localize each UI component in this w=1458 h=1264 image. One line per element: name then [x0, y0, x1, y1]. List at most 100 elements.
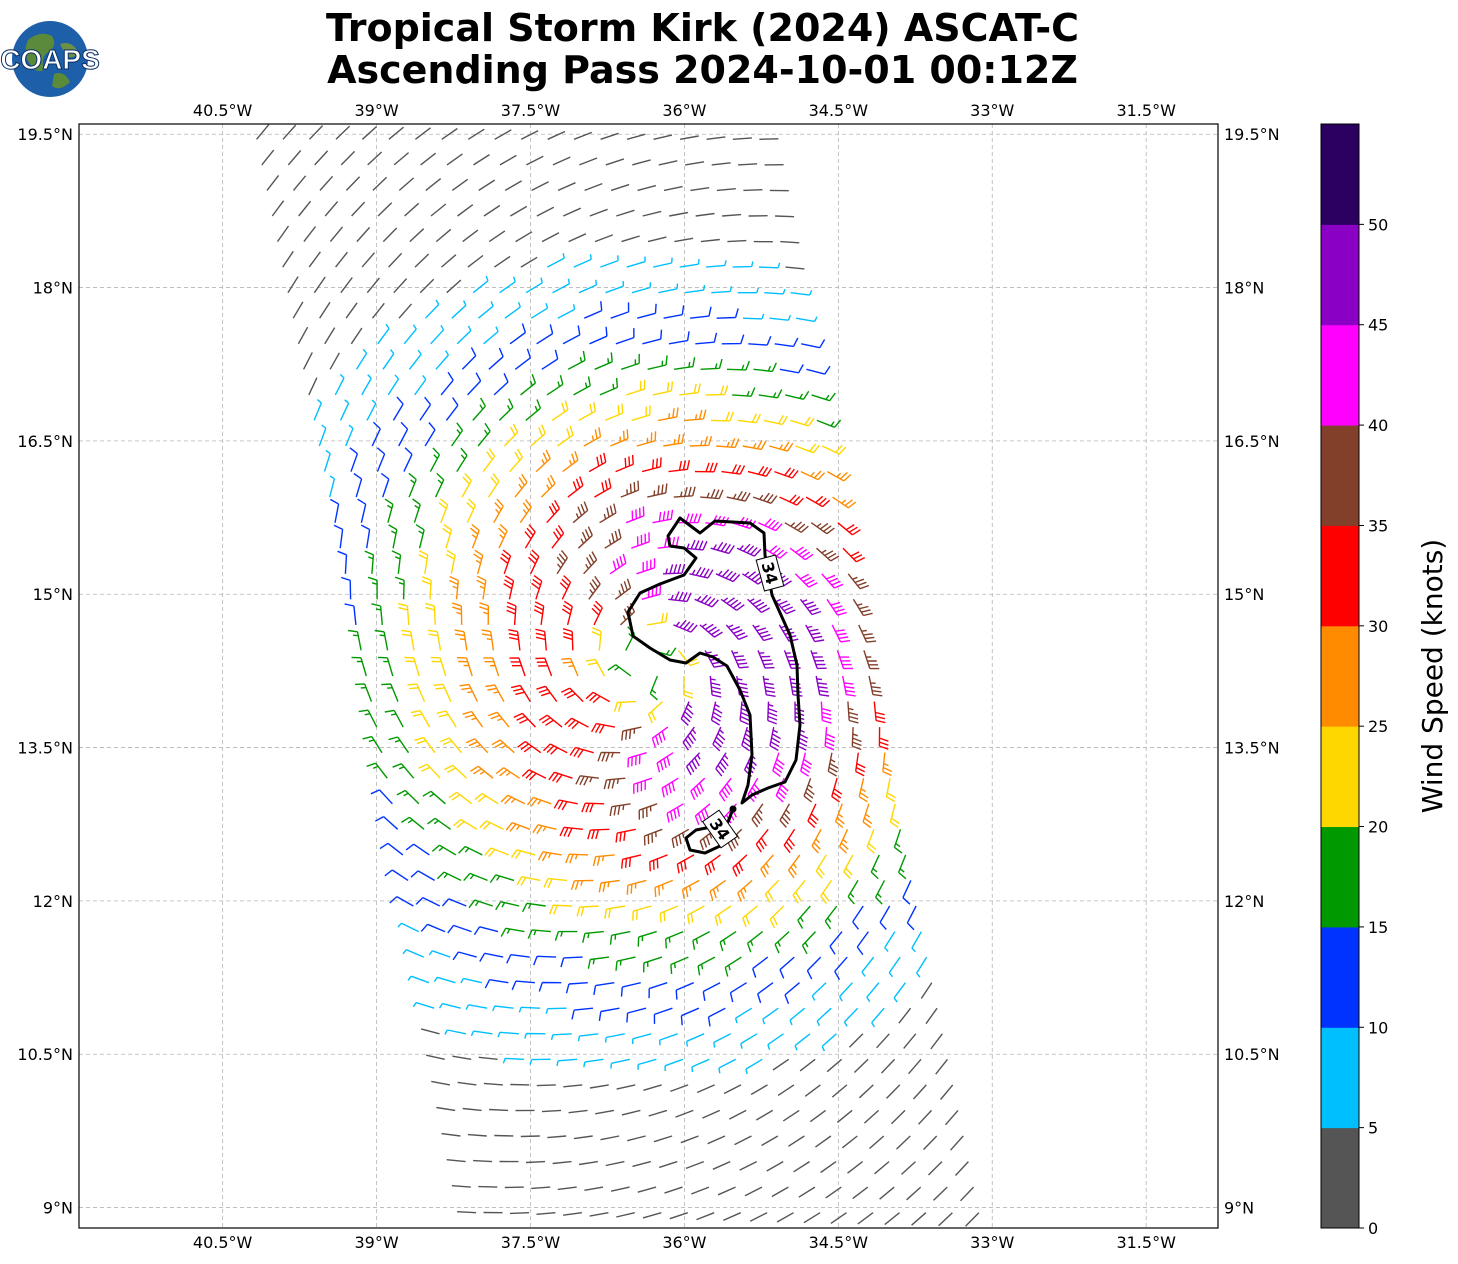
wind-barb [647, 483, 668, 498]
wind-barb [344, 603, 357, 625]
wind-barb [394, 576, 405, 600]
wind-barb [726, 360, 750, 371]
wind-barb [282, 250, 294, 268]
wind-barb [469, 765, 494, 779]
wind-barb [459, 683, 479, 702]
wind-barb [339, 399, 350, 421]
wind-barb [695, 332, 718, 345]
wind-barb [805, 495, 831, 508]
wind-barb [711, 162, 731, 166]
wind-barb [465, 738, 489, 754]
wind-barb [652, 381, 674, 396]
colorbar-segment [1321, 425, 1359, 526]
wind-barb [548, 771, 573, 783]
wind-barb [420, 1028, 440, 1035]
wind-barb [680, 701, 694, 726]
wind-barb [715, 569, 741, 583]
wind-barb [804, 1084, 821, 1097]
wind-barb [870, 854, 880, 880]
wind-barb [569, 107, 587, 114]
wind-barb [356, 226, 371, 243]
wind-barb [426, 1054, 445, 1060]
wind-barb [767, 1033, 784, 1050]
wind-barb [925, 1007, 938, 1025]
wind-barb [729, 982, 747, 1003]
wind-barb [843, 854, 854, 879]
wind-barb [536, 206, 555, 217]
wind-barb [518, 1006, 541, 1013]
colorbar-frame [1320, 123, 1360, 1229]
wind-barb [526, 796, 552, 807]
wind-barb [430, 656, 447, 677]
wind-barb [621, 235, 640, 243]
wind-barb [752, 492, 778, 504]
wind-barb [670, 956, 689, 974]
wind-barb [573, 1135, 593, 1140]
wind-barb [764, 879, 780, 903]
wind-barb [852, 1186, 869, 1200]
wind-barb [436, 871, 462, 882]
wind-barb [896, 1135, 911, 1150]
wind-barb [916, 956, 928, 978]
wind-barb [456, 325, 472, 345]
wind-barb [940, 1084, 954, 1100]
wind-barb [805, 624, 825, 643]
wind-barb [367, 151, 383, 166]
wind-barb [843, 1007, 859, 1027]
wind-barb [371, 302, 385, 319]
wind-barb [671, 828, 690, 849]
wind-barb [847, 1161, 864, 1174]
wind-barb [479, 820, 504, 830]
wind-barb [903, 1033, 917, 1049]
wind-barb [597, 751, 621, 762]
colorbar-tick-label: 25 [1368, 717, 1388, 736]
wind-barb [732, 387, 756, 397]
wind-barb [632, 1033, 652, 1045]
colorbar-segment [1321, 324, 1359, 426]
wind-barb [598, 879, 620, 893]
wind-barb [705, 385, 729, 396]
wind-barb [684, 409, 707, 422]
wind-barb [446, 1159, 466, 1163]
lat-tick-label-left: 10.5°N [17, 1045, 73, 1064]
wind-barb [732, 854, 748, 877]
wind-barb [643, 956, 663, 973]
wind-barb [418, 550, 429, 574]
wind-barb [879, 1186, 895, 1200]
wind-barb [478, 1185, 498, 1188]
chart-title-line-1: Tropical Storm Kirk (2024) ASCAT-C [325, 6, 1079, 50]
wind-barb [536, 1212, 556, 1215]
wind-barbs-layer [256, 100, 980, 1251]
wind-barb [422, 790, 446, 805]
wind-barb [775, 215, 795, 218]
wind-barb [933, 1186, 948, 1201]
wind-barb [521, 902, 546, 913]
wind-barb [824, 727, 836, 751]
wind-barb [882, 752, 893, 777]
wind-barb [552, 278, 571, 294]
wind-barb [898, 1007, 912, 1024]
wind-barb [657, 536, 680, 549]
wind-barb [304, 100, 317, 114]
wind-barb [404, 202, 420, 217]
wind-barb [944, 1238, 958, 1251]
wind-barb [549, 904, 573, 915]
wind-barb [362, 735, 383, 754]
wind-barb [647, 236, 667, 243]
wind-barb [446, 279, 462, 294]
wind-barb [324, 201, 339, 217]
coaps-logo-text: COAPS [0, 44, 100, 75]
wind-barb [410, 710, 431, 728]
lat-tick-label-left: 9°N [43, 1199, 73, 1218]
wind-barb [902, 880, 912, 905]
wind-barb [777, 1084, 795, 1096]
wind-barb [600, 1135, 620, 1141]
wind-barb [716, 188, 736, 192]
wind-barb [901, 1161, 916, 1175]
wind-barb [292, 301, 304, 319]
wind-barb [414, 736, 436, 754]
wind-barb [473, 549, 484, 574]
wind-barb [393, 152, 410, 166]
wind-barb [604, 905, 626, 919]
wind-barb [419, 278, 435, 294]
